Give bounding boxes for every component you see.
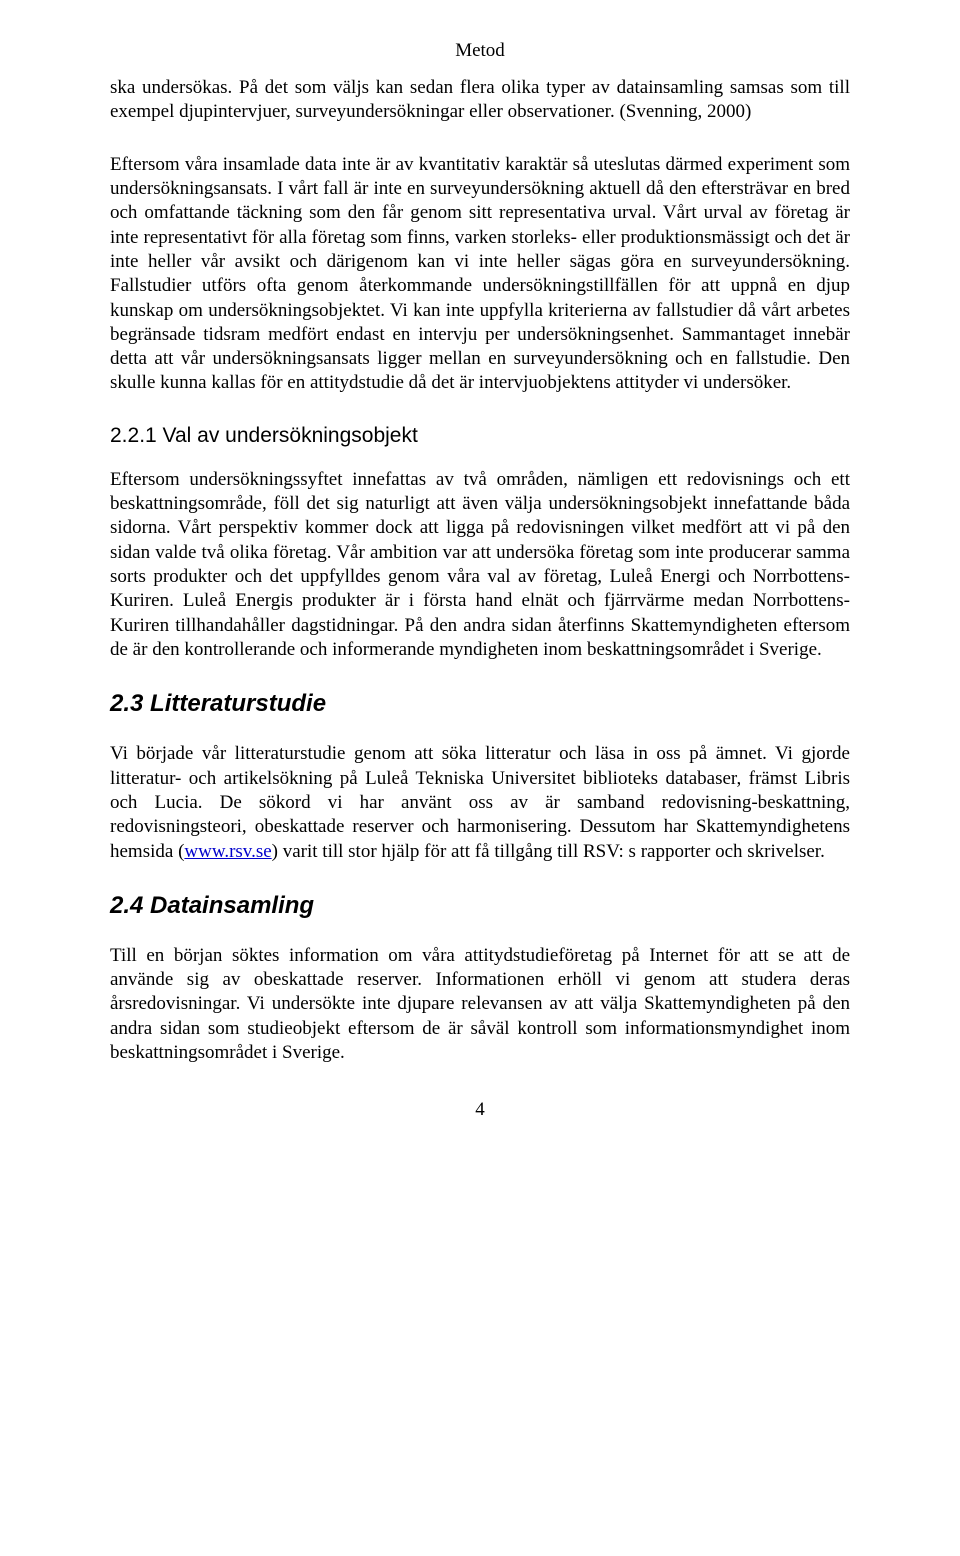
heading-2-3: 2.3 Litteraturstudie — [110, 690, 850, 718]
paragraph-5: Till en början söktes information om vår… — [110, 944, 850, 1066]
document-page: Metod ska undersökas. På det som väljs k… — [0, 0, 960, 1161]
paragraph-4-post: ) varit till stor hjälp för att få tillg… — [272, 841, 825, 862]
paragraph-2: Eftersom våra insamlade data inte är av … — [110, 153, 850, 396]
rsv-link[interactable]: www.rsv.se — [184, 841, 271, 862]
paragraph-3: Eftersom undersökningssyftet innefattas … — [110, 468, 850, 663]
paragraph-1: ska undersökas. På det som väljs kan sed… — [110, 76, 850, 125]
page-number: 4 — [110, 1099, 850, 1121]
page-header: Metod — [110, 40, 850, 62]
subheading-2-2-1: 2.2.1 Val av undersökningsobjekt — [110, 424, 850, 448]
paragraph-4: Vi började vår litteraturstudie genom at… — [110, 742, 850, 864]
heading-2-4: 2.4 Datainsamling — [110, 892, 850, 920]
